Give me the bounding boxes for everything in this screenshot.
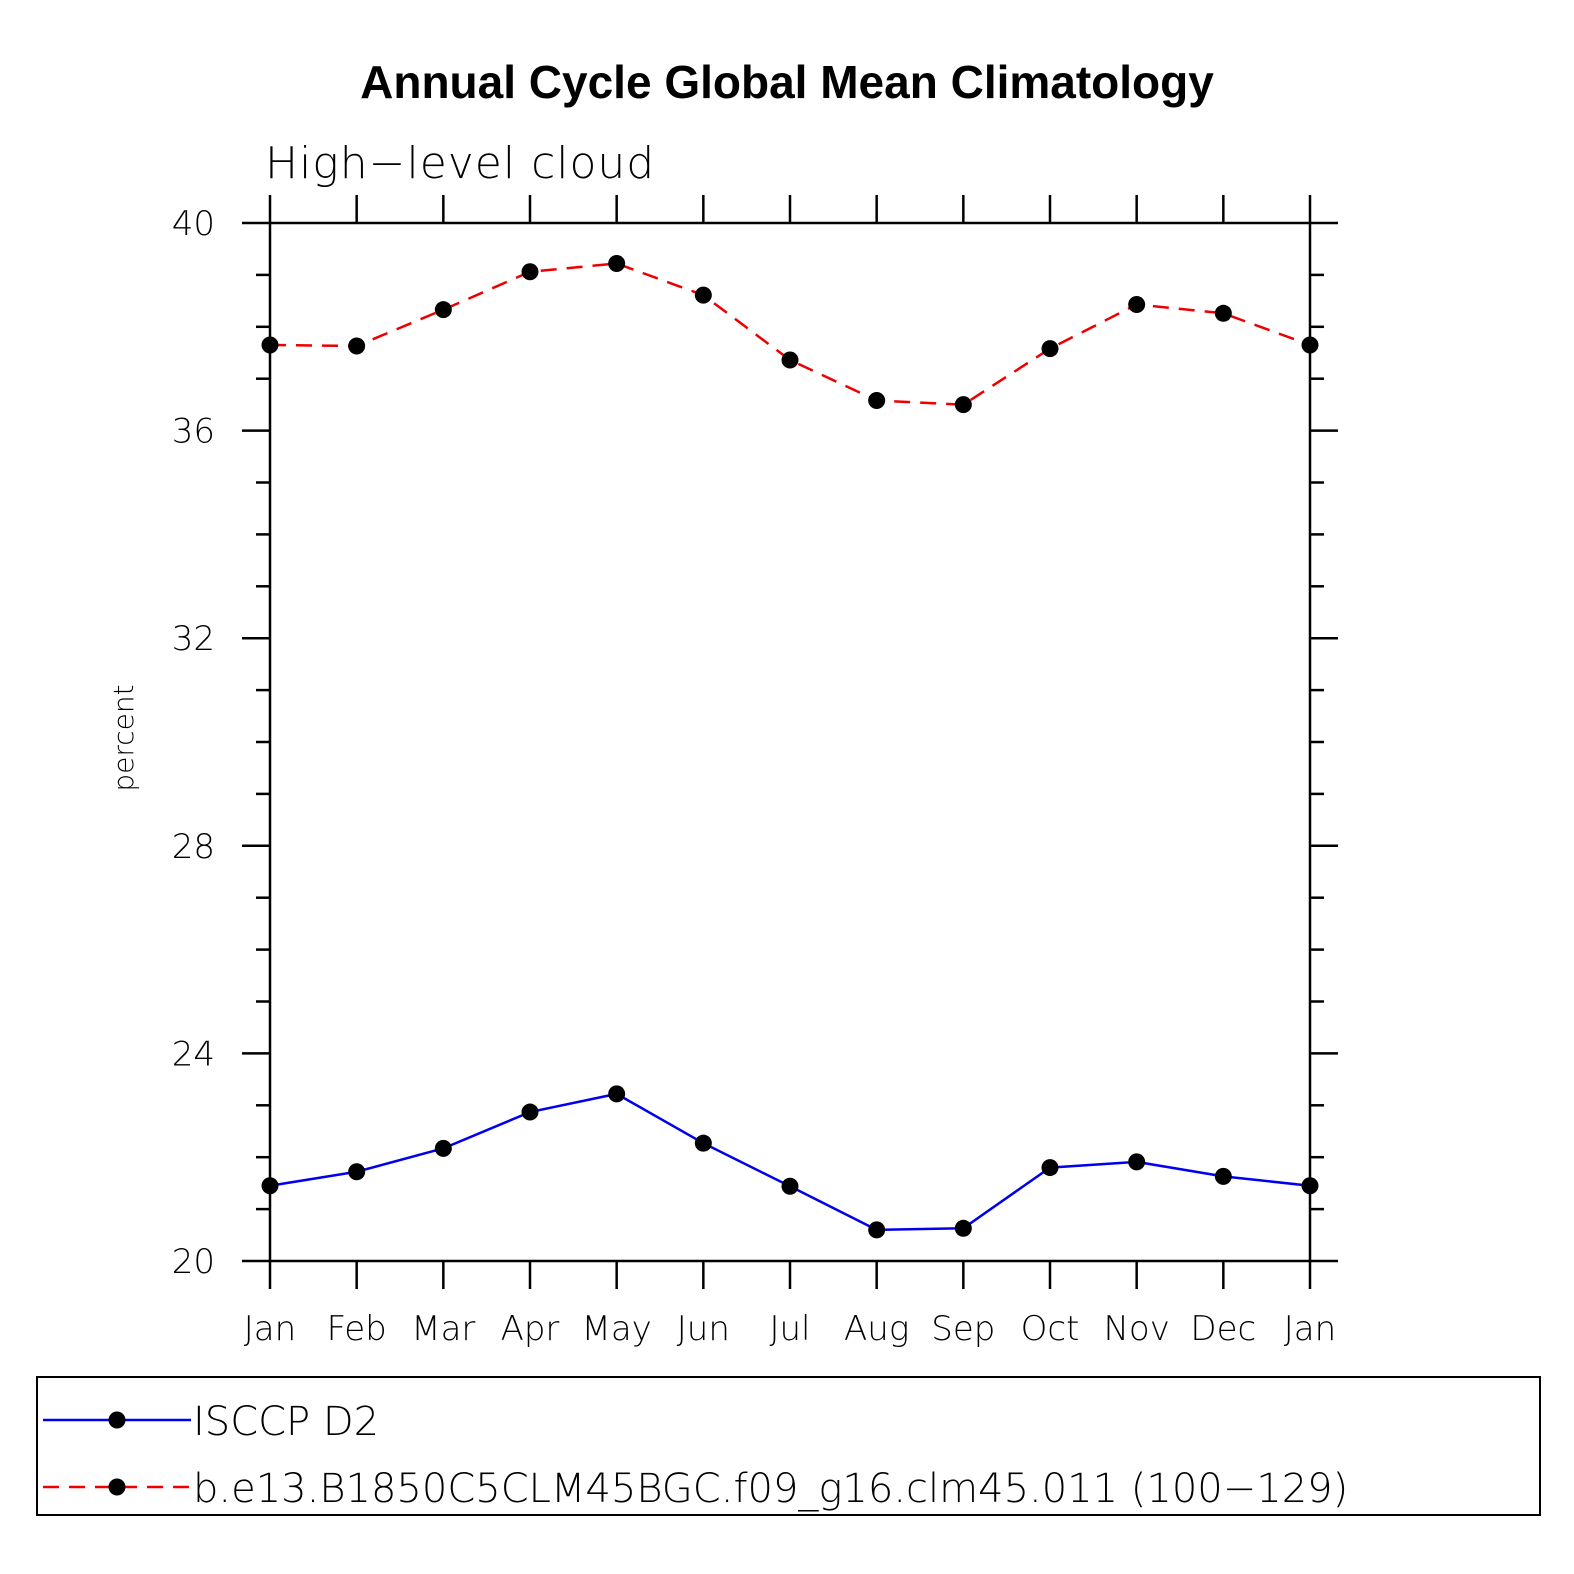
series-0-point	[694, 1134, 712, 1152]
x-tick-label: Jun	[677, 1309, 730, 1349]
legend: ISCCP D2 b.e13.B1850C5CLM45BGC.f09_g16.cl…	[36, 1376, 1541, 1516]
x-tick-label: Jul	[769, 1309, 810, 1349]
series-0-point	[1128, 1153, 1146, 1171]
series-0-point	[954, 1219, 972, 1237]
series-1-point	[1214, 304, 1232, 322]
series-line-1	[269, 262, 1311, 406]
x-tick-label: Nov	[1103, 1309, 1169, 1349]
series-0-point	[1041, 1159, 1059, 1177]
y-tick-label: 32	[172, 619, 215, 659]
series-1-point	[521, 263, 539, 281]
axis-layer	[242, 195, 1338, 1289]
legend-marker-1	[108, 1478, 126, 1496]
series-0-point	[868, 1221, 886, 1239]
series-layer	[261, 254, 1319, 1239]
series-1-point	[694, 286, 712, 304]
series-1-point	[434, 301, 452, 319]
series-0-point	[781, 1177, 799, 1195]
x-tick-label: Oct	[1021, 1309, 1080, 1349]
y-tick-label: 24	[172, 1034, 215, 1074]
chart-subtitle: High−level cloud	[265, 138, 655, 189]
x-tick-label: Aug	[844, 1309, 909, 1349]
y-axis-label: percent	[107, 684, 140, 791]
series-0-point	[608, 1085, 626, 1103]
series-1-point	[781, 351, 799, 369]
x-tick-label: May	[582, 1309, 652, 1349]
plot-frame	[268, 221, 1312, 1263]
series-1-point	[1128, 295, 1146, 313]
x-tick-label: Feb	[327, 1309, 387, 1349]
series-line-0	[269, 1092, 1311, 1232]
legend-marker-0	[108, 1411, 126, 1429]
series-0-point	[434, 1139, 452, 1157]
x-tick-label: Apr	[501, 1309, 560, 1349]
legend-box	[36, 1376, 1541, 1516]
legend-label-1: b.e13.B1850C5CLM45BGC.f09_g16.clm45.011 …	[193, 1466, 1348, 1512]
x-tick-label: Jan	[244, 1309, 296, 1349]
y-tick-label: 40	[172, 204, 215, 244]
tick-label-layer: 20 24 28 32 36 40 Jan Feb Mar Apr May Jun Jul Aug Sep O…	[172, 204, 1336, 1349]
legend-label-0: ISCCP D2	[193, 1399, 379, 1445]
series-0-point	[348, 1163, 366, 1181]
series-1-point	[608, 254, 626, 272]
y-tick-label: 28	[172, 827, 215, 867]
y-tick-label: 20	[172, 1242, 215, 1282]
series-1-point	[1041, 340, 1059, 358]
x-tick-label: Mar	[411, 1309, 475, 1349]
series-0-point	[1214, 1167, 1232, 1185]
y-tick-label: 36	[172, 412, 215, 452]
series-1-point	[868, 391, 886, 409]
x-tick-label: Jan	[1284, 1309, 1336, 1349]
x-tick-label: Dec	[1190, 1309, 1256, 1349]
series-0-point	[521, 1103, 539, 1121]
series-1-point	[954, 396, 972, 414]
legend-items: ISCCP D2 b.e13.B1850C5CLM45BGC.f09_g16.cl…	[43, 1399, 1348, 1512]
series-1-point	[348, 337, 366, 355]
x-tick-label: Sep	[931, 1309, 995, 1349]
chart-title: Annual Cycle Global Mean Climatology	[360, 56, 1214, 108]
